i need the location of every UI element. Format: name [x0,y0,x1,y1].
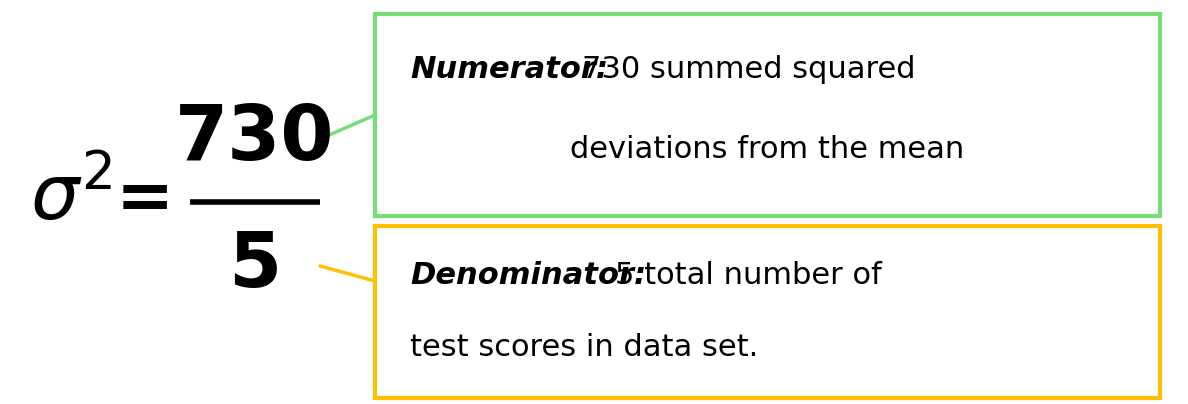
Text: 5 total number of: 5 total number of [615,261,881,290]
Text: deviations from the mean: deviations from the mean [570,135,965,164]
FancyBboxPatch shape [375,226,1159,398]
Text: 730 summed squared: 730 summed squared [582,55,916,84]
Text: =: = [116,166,175,232]
Text: $\sigma^2$: $\sigma^2$ [30,162,113,236]
Text: 730: 730 [176,102,335,176]
FancyBboxPatch shape [375,14,1159,216]
Text: test scores in data set.: test scores in data set. [410,333,758,362]
Text: 5: 5 [228,229,282,303]
Text: Denominator:: Denominator: [410,261,646,290]
Text: Numerator:: Numerator: [410,55,608,84]
